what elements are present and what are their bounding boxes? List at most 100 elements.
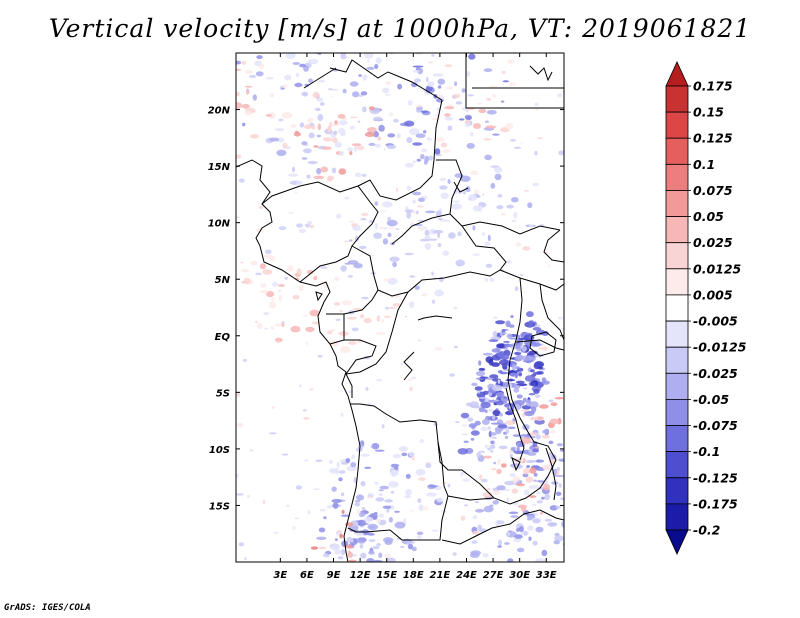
velocity-cell [555,491,562,496]
velocity-cell [216,85,225,90]
lake-malawi [545,447,557,501]
velocity-cell [295,180,304,185]
velocity-cell [255,272,262,276]
velocity-cell [521,506,527,512]
velocity-cell [451,203,463,210]
velocity-cell [476,452,482,458]
velocity-cell [368,550,375,555]
velocity-cell [527,525,534,531]
colorbar-label: -0.125 [693,470,738,485]
velocity-cell [501,70,506,74]
velocity-cell [507,59,514,64]
velocity-cell [330,6,336,11]
velocity-cell [265,77,274,80]
colorbar-label: 0.175 [693,79,733,94]
velocity-cell [236,473,239,478]
velocity-cell [337,556,344,560]
velocity-cell [472,225,476,231]
velocity-cell [351,223,358,227]
velocity-cell [541,549,548,557]
velocity-cell [336,213,342,219]
velocity-cell [497,370,503,374]
velocity-cell [487,234,491,242]
velocity-cell [242,359,248,362]
velocity-cell [225,82,231,86]
velocity-cell [510,446,517,450]
velocity-cell [474,500,480,504]
velocity-cell [241,269,250,273]
velocity-cell [513,211,518,219]
velocity-cell [421,148,427,153]
velocity-cell [374,64,379,69]
velocity-cell [435,210,442,217]
velocity-cell [485,46,489,50]
velocity-cell [340,514,351,517]
velocity-cell [330,328,336,332]
velocity-cell [483,505,494,513]
velocity-cell [529,401,539,409]
velocity-cell [448,37,452,43]
sudan-nile-border [543,229,564,263]
velocity-cell [410,222,415,225]
velocity-cell [365,387,369,391]
velocity-cell [516,348,522,352]
velocity-cell [497,352,506,358]
velocity-cell [532,182,540,187]
velocity-cell [521,346,527,352]
velocity-cell [568,503,571,508]
velocity-cell [523,530,528,536]
velocity-cell [238,178,245,183]
velocity-cell [406,185,412,191]
velocity-cell [338,470,346,474]
velocity-cell [348,220,355,223]
velocity-cell [353,146,357,153]
velocity-cell [279,85,283,89]
velocity-cell [343,240,350,243]
velocity-cell [334,538,338,541]
velocity-cell [299,122,305,128]
velocity-cell [350,462,357,468]
velocity-cell [394,510,400,513]
velocity-cell [428,238,438,241]
velocity-cell [494,173,502,181]
velocity-cell [338,128,346,135]
velocity-cell [482,418,490,425]
velocity-cell [337,530,342,534]
velocity-cell [436,497,444,503]
velocity-cell [371,443,380,450]
lon-tick-label: 27E [483,570,504,581]
velocity-cell [404,163,414,168]
velocity-cell [244,557,247,561]
velocity-cell [281,15,287,20]
velocity-cell [495,320,506,325]
velocity-cell [487,447,491,451]
velocity-cell [317,355,323,358]
velocity-cell [370,446,373,449]
velocity-cell [483,138,492,141]
velocity-cell [506,497,510,502]
velocity-cell [419,238,431,242]
velocity-cell [359,544,364,549]
velocity-cell [375,497,385,502]
velocity-cell [252,94,257,101]
velocity-cell [424,229,430,236]
velocity-cell [271,297,275,301]
chart-title: Vertical velocity [m/s] at 1000hPa, VT: … [48,14,752,43]
velocity-cell [361,507,366,510]
velocity-cell [485,263,493,268]
velocity-cell [334,141,343,148]
colorbar-label: -0.05 [693,392,729,407]
velocity-cell [495,408,499,411]
bioko-island [315,291,323,302]
velocity-cell [360,91,368,96]
velocity-cell [295,72,300,78]
velocity-cell [392,303,402,307]
velocity-cell [351,47,356,51]
velocity-cell [470,170,479,176]
velocity-cell [340,548,346,556]
velocity-cell [505,420,516,425]
velocity-cell [367,523,379,531]
velocity-cell [329,564,338,567]
velocity-cell [247,494,250,498]
colorbar-label: -0.025 [693,366,738,381]
